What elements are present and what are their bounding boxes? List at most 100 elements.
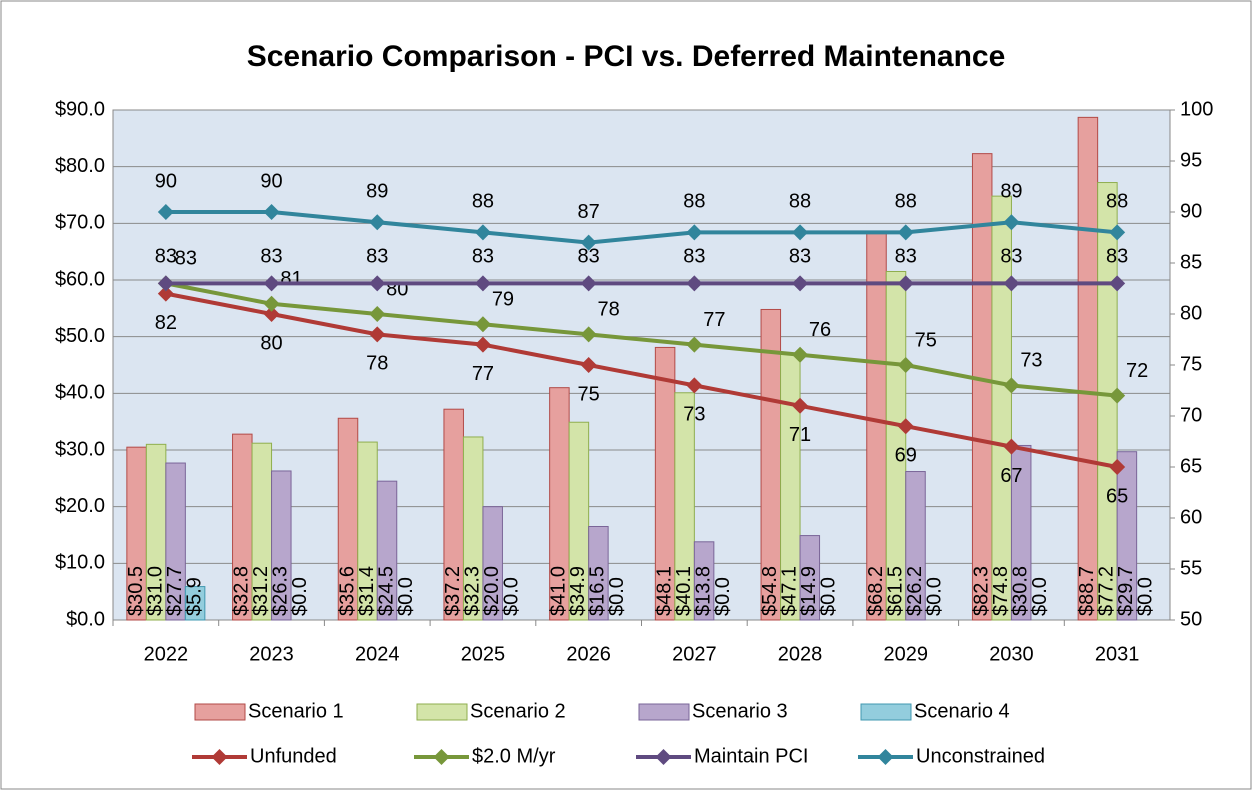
line-value-label: 83 — [789, 246, 811, 268]
line-marker — [792, 275, 809, 292]
line-value-label: 75 — [915, 329, 937, 351]
line-value-label: 77 — [472, 363, 494, 385]
line-marker — [897, 357, 914, 373]
line-value-label: 69 — [895, 444, 917, 466]
line-marker — [1109, 224, 1126, 241]
bar-value-label: $0.0 — [1135, 577, 1157, 616]
line-marker — [580, 275, 597, 292]
legend-label: Scenario 1 — [248, 700, 344, 722]
line-value-label: 87 — [578, 201, 600, 223]
line-marker — [369, 214, 386, 231]
x-tick-label: 2029 — [884, 643, 929, 665]
legend-label: Unfunded — [250, 745, 337, 767]
x-tick-label: 2024 — [355, 643, 400, 665]
bar-value-label: $0.0 — [923, 577, 945, 616]
chart-title: Scenario Comparison - PCI vs. Deferred M… — [247, 40, 1006, 73]
bar-value-label: $29.7 — [1115, 566, 1137, 616]
y-tick-label: $20.0 — [55, 495, 105, 517]
legend-label: Scenario 2 — [470, 700, 566, 722]
legend-label: $2.0 M/yr — [472, 745, 556, 767]
bar-value-label: $24.5 — [375, 566, 397, 616]
y2-tick-label: 80 — [1180, 302, 1202, 324]
bar-value-label: $32.3 — [461, 566, 483, 616]
line-marker — [157, 285, 174, 302]
y-tick-label: $0.0 — [66, 608, 105, 630]
line-marker — [792, 397, 809, 414]
bar-value-label: $13.8 — [692, 566, 714, 616]
y2-tick-label: 65 — [1180, 455, 1202, 477]
line-value-label: 83 — [366, 246, 388, 268]
bar-value-label: $0.0 — [818, 577, 840, 616]
line-marker — [897, 275, 914, 292]
legend-swatch — [638, 703, 690, 721]
y-tick-label: $40.0 — [55, 382, 105, 404]
line-value-label: 88 — [683, 191, 705, 213]
x-tick-label: 2028 — [778, 643, 823, 665]
line-marker — [263, 275, 280, 292]
bar-value-label: $30.5 — [125, 566, 147, 616]
line-value-label: 81 — [280, 268, 302, 290]
y2-tick-label: 50 — [1180, 608, 1202, 630]
bar-value-label: $32.8 — [231, 566, 253, 616]
bar-value-label: $31.4 — [356, 566, 378, 616]
line-value-label: 90 — [260, 170, 282, 192]
line-value-label: 67 — [1000, 465, 1022, 487]
line-marker — [686, 336, 703, 353]
bar-value-label: $35.6 — [336, 566, 358, 616]
line-value-label: 73 — [1020, 350, 1042, 372]
line-value-label: 71 — [789, 424, 811, 446]
bar-value-label: $14.9 — [798, 566, 820, 616]
bar — [1077, 116, 1099, 621]
line-marker — [1003, 214, 1020, 231]
y-tick-label: $50.0 — [55, 325, 105, 347]
line-value-label: 83 — [260, 246, 282, 268]
line-value-label: 75 — [578, 383, 600, 405]
legend-label: Maintain PCI — [694, 745, 809, 767]
line-value-label: 65 — [1106, 485, 1128, 507]
line-marker — [686, 377, 703, 394]
line-value-label: 83 — [683, 246, 705, 268]
line-value-label: 80 — [260, 332, 282, 354]
bar-value-label: $37.2 — [442, 566, 464, 616]
bar — [905, 471, 926, 621]
bar-value-label: $31.0 — [144, 566, 166, 616]
y-tick-label: $30.0 — [55, 438, 105, 460]
bar-value-label: $54.8 — [759, 566, 781, 616]
line-value-label: 83 — [895, 246, 917, 268]
bar-value-label: $30.8 — [1009, 566, 1031, 616]
bar-value-label: $40.1 — [673, 566, 695, 616]
line-value-label: 90 — [155, 170, 177, 192]
legend-swatch — [860, 703, 912, 721]
line-marker — [369, 326, 386, 343]
line-value-label: 78 — [598, 299, 620, 321]
bar-value-label: $0.0 — [289, 577, 311, 616]
y2-tick-label: 95 — [1180, 149, 1202, 171]
line-value-label: 83 — [1000, 246, 1022, 268]
line-marker — [792, 346, 809, 363]
line-marker — [580, 357, 597, 373]
y-tick-label: $70.0 — [55, 212, 105, 234]
line-value-label: 89 — [366, 180, 388, 202]
bar — [885, 271, 907, 621]
bar-value-label: $31.2 — [250, 566, 272, 616]
legend-label: Unconstrained — [916, 745, 1045, 767]
line-series — [165, 291, 1118, 469]
line-marker — [686, 275, 703, 292]
line-value-label: 88 — [895, 191, 917, 213]
bar — [184, 586, 206, 621]
bar — [588, 526, 609, 621]
y2-tick-label: 75 — [1180, 353, 1202, 375]
line-value-label: 83 — [155, 246, 177, 268]
bar-value-label: $88.7 — [1076, 566, 1098, 616]
line-value-label: 83 — [175, 248, 197, 270]
line-value-label: 77 — [703, 309, 725, 331]
line-marker — [157, 275, 174, 292]
bar — [1116, 451, 1138, 621]
bar-value-label: $0.0 — [606, 577, 628, 616]
line-value-label: 78 — [366, 353, 388, 375]
x-tick-label: 2031 — [1095, 643, 1140, 665]
line-value-label: 89 — [1000, 180, 1022, 202]
bar-value-label: $68.2 — [865, 566, 887, 616]
y2-tick-label: 70 — [1180, 404, 1202, 426]
